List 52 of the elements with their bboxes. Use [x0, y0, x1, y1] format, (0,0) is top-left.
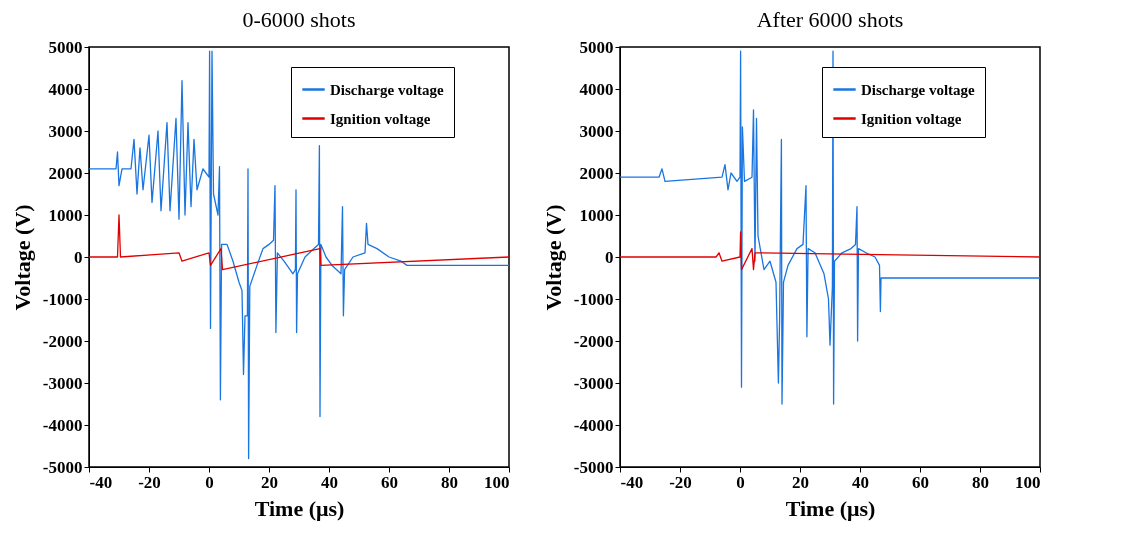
chart-title: After 6000 shots: [756, 7, 904, 32]
line-series: [89, 50, 509, 460]
y-axis-title: Voltage (V): [540, 204, 566, 311]
x-tick-label: 60: [912, 472, 929, 492]
y-tick-label: -1000: [42, 289, 83, 309]
x-tick-label: 40: [852, 472, 869, 492]
x-tick-label: 80: [441, 472, 458, 492]
y-tick-label: 2000: [579, 163, 614, 183]
y-tick-label: -2000: [42, 331, 83, 351]
line-series: [620, 50, 1040, 405]
x-axis-title: Time (μs): [254, 495, 345, 521]
y-tick-label: -5000: [42, 457, 83, 477]
x-tick-label: 100: [1015, 472, 1041, 492]
legend-label: Discharge voltage: [861, 81, 976, 98]
chart-title: 0-6000 shots: [242, 7, 356, 32]
y-tick-label: 3000: [48, 121, 83, 141]
legend-label: Discharge voltage: [330, 81, 445, 98]
y-tick-label: 5000: [48, 37, 83, 57]
legend-label: Ignition voltage: [861, 110, 962, 127]
y-tick-label: 4000: [579, 79, 614, 99]
y-tick-label: -4000: [573, 415, 614, 435]
x-tick-label: 100: [484, 472, 510, 492]
y-tick-label: 0: [74, 247, 83, 267]
y-tick-label: 0: [605, 247, 614, 267]
y-tick-label: 1000: [579, 205, 614, 225]
y-tick-label: -3000: [42, 373, 83, 393]
line-series: [620, 231, 1040, 271]
x-tick-label: -20: [669, 472, 692, 492]
x-tick-label: 20: [792, 472, 809, 492]
x-tick-label: 0: [205, 472, 214, 492]
y-tick-label: 2000: [48, 163, 83, 183]
x-tick-label: 0: [736, 472, 745, 492]
x-tick-label: -40: [89, 472, 113, 492]
y-tick-label: -4000: [42, 415, 83, 435]
y-tick-label: 4000: [48, 79, 83, 99]
legend-label: Ignition voltage: [330, 110, 431, 127]
x-tick-label: 80: [972, 472, 989, 492]
y-axis-title: Voltage (V): [9, 204, 35, 311]
x-axis-title: Time (μs): [785, 495, 876, 521]
y-tick-label: 1000: [48, 205, 83, 225]
x-tick-label: -20: [138, 472, 161, 492]
y-tick-label: -3000: [573, 373, 614, 393]
y-tick-label: -5000: [573, 457, 614, 477]
y-tick-label: -1000: [573, 289, 614, 309]
y-tick-label: 5000: [579, 37, 614, 57]
y-tick-label: 3000: [579, 121, 614, 141]
y-tick-label: -2000: [573, 331, 614, 351]
line-series: [89, 214, 509, 271]
x-tick-label: 60: [381, 472, 398, 492]
x-tick-label: 40: [321, 472, 338, 492]
x-tick-label: -40: [620, 472, 644, 492]
x-tick-label: 20: [261, 472, 278, 492]
